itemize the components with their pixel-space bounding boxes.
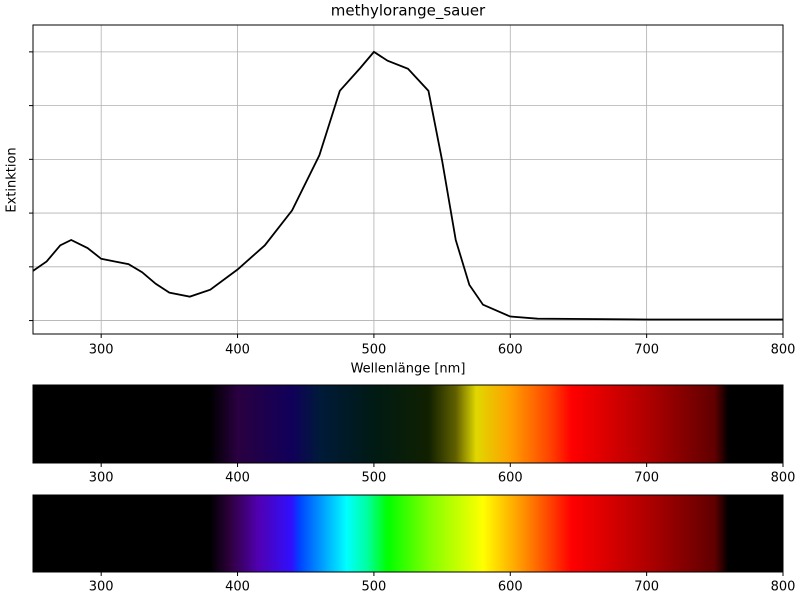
x-tick-label: 600 xyxy=(498,580,523,595)
x-tick-label: 600 xyxy=(498,471,523,486)
x-tick-label: 500 xyxy=(361,580,386,595)
spectrum-band xyxy=(33,495,783,572)
plot-frame xyxy=(32,24,784,335)
x-tick-label: 500 xyxy=(361,343,386,358)
y-axis-label: Extinktion xyxy=(5,147,20,212)
x-axis-label: Wellenlänge [nm] xyxy=(351,362,466,377)
x-tick-label: 500 xyxy=(361,471,386,486)
x-tick-label: 700 xyxy=(634,580,659,595)
data-line xyxy=(32,50,783,321)
x-tick-label: 600 xyxy=(498,343,523,358)
x-tick-label: 300 xyxy=(89,471,114,486)
x-tick-label: 700 xyxy=(634,471,659,486)
spectrum-band xyxy=(33,385,783,463)
plot-frame xyxy=(32,384,784,464)
plot-frame xyxy=(32,494,784,573)
x-tick-label: 300 xyxy=(89,580,114,595)
chart-title: methylorange_sauer xyxy=(331,2,486,21)
x-tick-label: 800 xyxy=(771,343,796,358)
x-tick-label: 300 xyxy=(89,343,114,358)
x-tick-label: 400 xyxy=(225,471,250,486)
x-tick-label: 400 xyxy=(225,580,250,595)
x-tick-label: 400 xyxy=(225,343,250,358)
x-tick-label: 700 xyxy=(634,343,659,358)
x-tick-label: 800 xyxy=(771,471,796,486)
x-tick-label: 800 xyxy=(771,580,796,595)
